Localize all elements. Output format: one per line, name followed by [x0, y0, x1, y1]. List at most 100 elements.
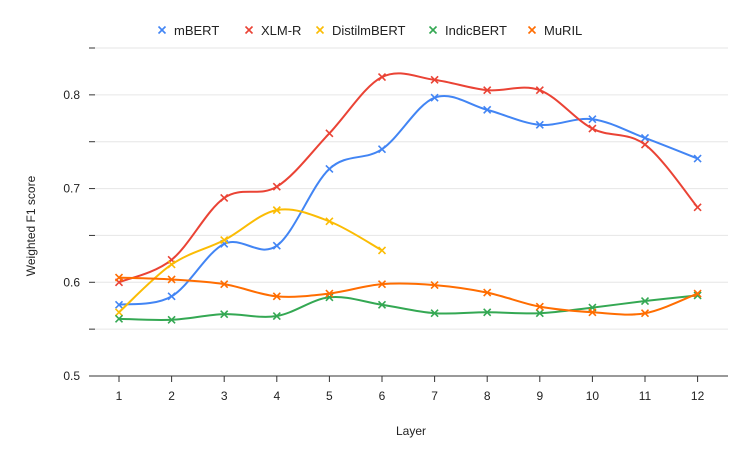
point-marker-stroke [272, 182, 281, 191]
data-point-muril [535, 302, 544, 311]
data-point-mbert [483, 105, 492, 114]
data-point-mbert [114, 300, 124, 309]
data-point-indicbert [640, 296, 650, 306]
y-tick-label: 0.5 [63, 369, 80, 383]
data-point-mbert [588, 115, 597, 124]
data-point-distilmbert [167, 260, 176, 269]
point-marker-stroke [430, 281, 439, 290]
data-point-xlm-r [640, 140, 650, 149]
legend-item-mbert: mBERT [157, 23, 219, 38]
x-axis: 1 2 3 4 5 6 7 8 9 10 11 12 [95, 375, 728, 403]
point-marker-stroke [272, 311, 281, 321]
data-point-muril [430, 281, 439, 290]
y-tick-label: 0.7 [63, 182, 80, 196]
data-point-distilmbert [272, 206, 281, 215]
legend-item-distilmbert: DistilmBERT [315, 23, 405, 38]
point-marker-stroke [640, 309, 650, 318]
series-line-xlm-r [118, 72, 699, 284]
data-point-indicbert [483, 308, 492, 317]
y-axis: 0.5 0.6 0.7 0.8 [63, 47, 95, 383]
point-marker-stroke [377, 300, 387, 309]
data-point-xlm-r [325, 129, 334, 138]
point-marker-stroke [325, 289, 334, 298]
y-axis-title: Weighted F1 score [24, 175, 38, 276]
x-tick-label: 12 [691, 389, 705, 403]
point-marker-stroke [693, 154, 702, 163]
x-tick-label: 4 [273, 389, 280, 403]
legend-label: IndicBERT [445, 23, 507, 38]
point-marker-stroke [535, 86, 544, 95]
point-marker-stroke [114, 308, 124, 317]
point-marker-stroke [272, 292, 281, 301]
point-marker-stroke [588, 308, 597, 317]
data-point-xlm-r [588, 124, 597, 133]
x-tick-label: 9 [536, 389, 543, 403]
data-point-muril [167, 275, 176, 284]
data-point-indicbert [693, 291, 702, 300]
data-point-indicbert [430, 309, 439, 318]
point-marker-stroke [377, 72, 387, 82]
series-line-muril [118, 276, 698, 316]
x-tick-label: 11 [639, 389, 652, 403]
point-marker-stroke [167, 315, 176, 324]
x-tick-label: 1 [116, 389, 123, 403]
point-marker-stroke [220, 236, 229, 245]
data-point-muril [272, 292, 281, 301]
y-tick-label: 0.6 [63, 275, 80, 289]
point-marker-stroke [114, 273, 124, 282]
legend-item-muril: MuRIL [527, 23, 582, 38]
point-marker-stroke [483, 288, 492, 297]
point-marker-stroke [535, 120, 544, 129]
data-point-indicbert [272, 311, 281, 321]
data-point-indicbert [114, 314, 124, 323]
point-marker-stroke [693, 291, 702, 300]
point-marker-stroke [325, 164, 334, 173]
data-point-distilmbert [114, 308, 124, 317]
point-marker-stroke [325, 129, 334, 138]
point-marker-stroke [483, 86, 492, 95]
point-marker-stroke [272, 241, 281, 250]
data-point-xlm-r [430, 75, 439, 84]
data-point-mbert [272, 241, 281, 250]
data-point-mbert [167, 292, 176, 301]
x-tick-label: 7 [431, 389, 438, 403]
point-marker-stroke [640, 296, 650, 306]
data-point-muril [220, 280, 229, 289]
data-point-muril [640, 309, 650, 318]
point-marker-stroke [272, 206, 281, 215]
point-marker-stroke [588, 115, 597, 124]
legend-marker [157, 25, 167, 35]
data-point-muril [693, 289, 702, 298]
point-marker-stroke [167, 260, 176, 269]
data-point-mbert [377, 145, 387, 154]
data-point-muril [325, 289, 334, 298]
point-marker-stroke [483, 308, 492, 317]
point-marker-stroke [377, 246, 387, 255]
data-point-indicbert [167, 315, 176, 324]
point-marker-stroke [325, 217, 334, 226]
data-point-xlm-r [272, 182, 281, 191]
data-point-mbert [693, 154, 702, 163]
point-marker-stroke [220, 310, 229, 319]
x-tick-label: 5 [326, 389, 333, 403]
series-line-indicbert [118, 294, 698, 321]
data-point-xlm-r [220, 193, 229, 203]
point-marker-stroke [693, 289, 702, 298]
data-point-muril [588, 308, 597, 317]
legend-item-xlm-r: XLM-R [244, 23, 301, 38]
series-line-distilmbert [118, 208, 383, 314]
data-point-distilmbert [325, 217, 334, 226]
x-axis-title: Layer [396, 424, 426, 438]
series-lines [114, 72, 702, 324]
x-tick-label: 8 [484, 389, 491, 403]
legend-label: MuRIL [544, 23, 582, 38]
x-tick-label: 2 [168, 389, 175, 403]
data-point-xlm-r [377, 72, 387, 82]
point-marker-stroke [377, 145, 387, 154]
legend-marker [527, 25, 537, 35]
data-point-muril [114, 273, 124, 282]
point-marker-stroke [430, 75, 439, 84]
data-point-mbert [325, 164, 334, 173]
point-marker-stroke [693, 203, 702, 212]
